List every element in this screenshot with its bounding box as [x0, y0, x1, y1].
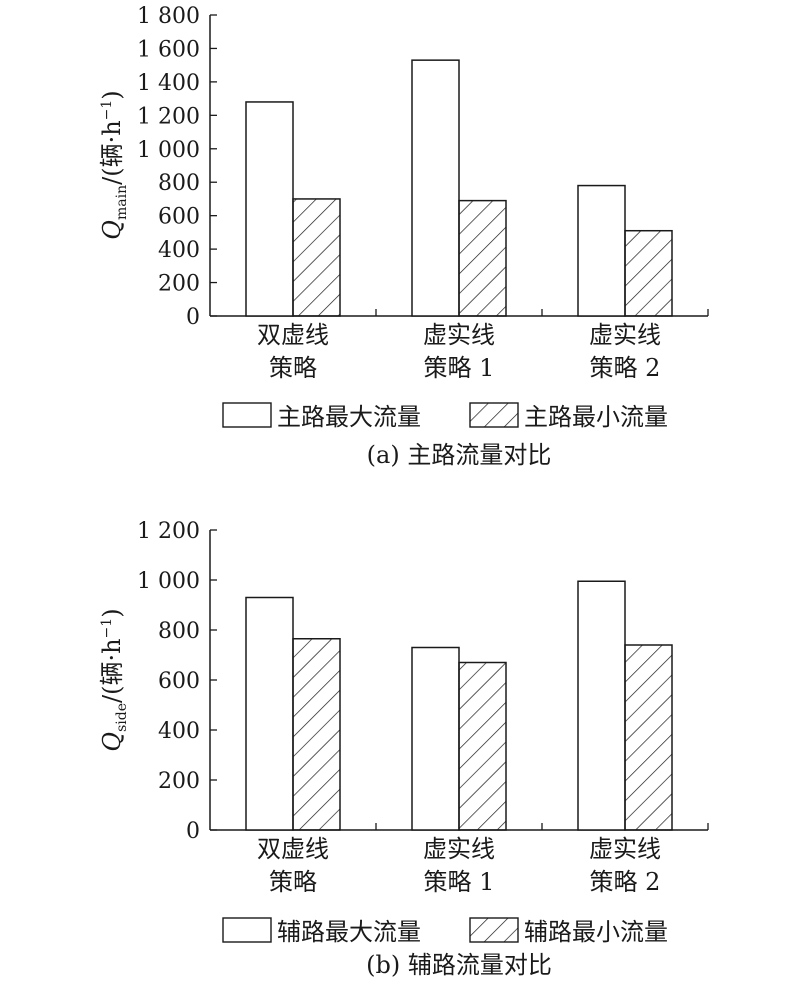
legend-label-2: 主路最小流量	[524, 403, 668, 431]
bar-max-3	[577, 184, 626, 317]
legend-label-1: 主路最大流量	[277, 403, 421, 431]
category-label: 虚实线	[423, 321, 495, 349]
y-tick-label: 0	[186, 819, 200, 844]
bar-min-1	[292, 638, 341, 831]
y-tick-label: 1 600	[137, 37, 200, 62]
bar-min-1	[292, 198, 341, 317]
y-tick-label: 400	[158, 719, 200, 744]
chart-panel-1: 0 200 400 600 800 1 000 1 200 1 400 1 600 1 800 双虚…	[98, 4, 709, 469]
y-tick-label: 1 800	[137, 4, 200, 29]
legend-swatch-1	[222, 402, 272, 428]
bar-min-2	[458, 661, 507, 831]
y-tick-label: 1 200	[137, 104, 200, 129]
bar-min-3	[624, 229, 673, 317]
bar-max-1	[245, 101, 294, 317]
y-tick-label: 1 400	[137, 71, 200, 96]
y-tick-label: 1 000	[137, 569, 200, 594]
category-label: 策略 1	[424, 354, 495, 382]
y-tick-label: 0	[186, 305, 200, 330]
category-label: 双虚线	[257, 321, 329, 349]
category-label: 策略	[269, 868, 317, 896]
y-tick-label: 600	[158, 205, 200, 230]
y-tick-label: 1 000	[137, 138, 200, 163]
category-label: 策略 2	[590, 868, 661, 896]
bar-min-2	[458, 199, 507, 317]
y-tick-label: 1 200	[137, 519, 200, 544]
bar-min-3	[624, 644, 673, 831]
bar-max-1	[245, 596, 294, 831]
y-axis-label: Qside/(辆·h−1)	[98, 608, 130, 751]
category-label: 双虚线	[257, 835, 329, 863]
y-tick-label: 200	[158, 769, 200, 794]
category-label: 虚实线	[589, 321, 661, 349]
y-tick-label: 800	[158, 619, 200, 644]
y-tick-label: 400	[158, 238, 200, 263]
category-label: 虚实线	[589, 835, 661, 863]
legend-label-2: 辅路最小流量	[524, 918, 668, 946]
chart-caption: (b) 辅路流量对比	[366, 951, 552, 979]
legend-label-1: 辅路最大流量	[277, 918, 421, 946]
y-tick-label: 600	[158, 669, 200, 694]
category-label: 策略 2	[590, 354, 661, 382]
legend-swatch-1	[222, 917, 272, 943]
y-axis-label: Qmain/(辆·h−1)	[98, 90, 130, 239]
legend-swatch-2	[469, 917, 519, 943]
category-label: 策略 1	[424, 868, 495, 896]
category-label: 虚实线	[423, 835, 495, 863]
chart-caption: (a) 主路流量对比	[367, 441, 552, 469]
bar-max-2	[411, 646, 460, 831]
category-label: 策略	[269, 354, 317, 382]
bar-max-3	[577, 580, 626, 831]
bar-max-2	[411, 59, 460, 317]
y-tick-label: 800	[158, 171, 200, 196]
y-tick-label: 200	[158, 272, 200, 297]
legend-swatch-2	[469, 402, 519, 428]
